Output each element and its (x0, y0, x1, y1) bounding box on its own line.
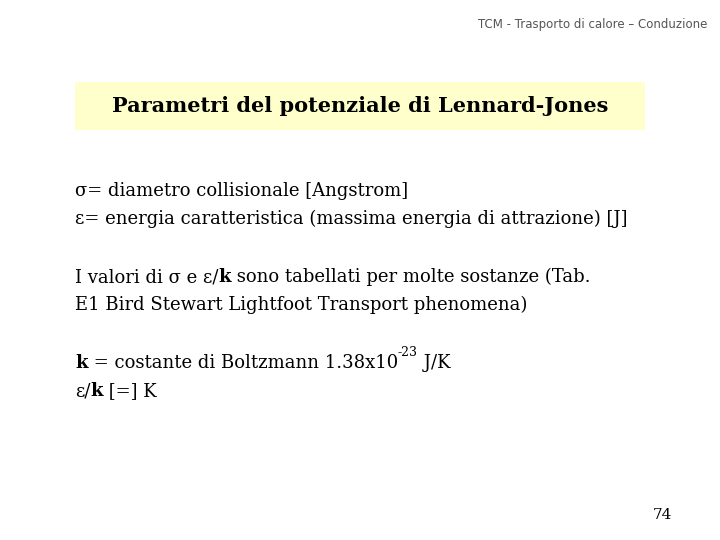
Text: -23: -23 (397, 346, 418, 359)
Text: ε/: ε/ (75, 382, 91, 400)
Text: J/K: J/K (418, 354, 450, 372)
Text: = costante di Boltzmann 1.38x10: = costante di Boltzmann 1.38x10 (88, 354, 397, 372)
Text: I valori di σ e ε/: I valori di σ e ε/ (75, 268, 218, 286)
Text: 74: 74 (653, 508, 672, 522)
Text: k: k (218, 268, 231, 286)
Text: σ= diametro collisionale [Angstrom]: σ= diametro collisionale [Angstrom] (75, 182, 408, 200)
Text: TCM - Trasporto di calore – Conduzione: TCM - Trasporto di calore – Conduzione (477, 18, 707, 31)
Text: [=] K: [=] K (103, 382, 157, 400)
Text: ε= energia caratteristica (massima energia di attrazione) [J]: ε= energia caratteristica (massima energ… (75, 210, 628, 228)
Text: Parametri del potenziale di Lennard-Jones: Parametri del potenziale di Lennard-Jone… (112, 96, 608, 116)
Text: k: k (75, 354, 88, 372)
Text: E1 Bird Stewart Lightfoot Transport phenomena): E1 Bird Stewart Lightfoot Transport phen… (75, 296, 527, 314)
Text: sono tabellati per molte sostanze (Tab.: sono tabellati per molte sostanze (Tab. (231, 268, 590, 286)
Text: k: k (91, 382, 103, 400)
